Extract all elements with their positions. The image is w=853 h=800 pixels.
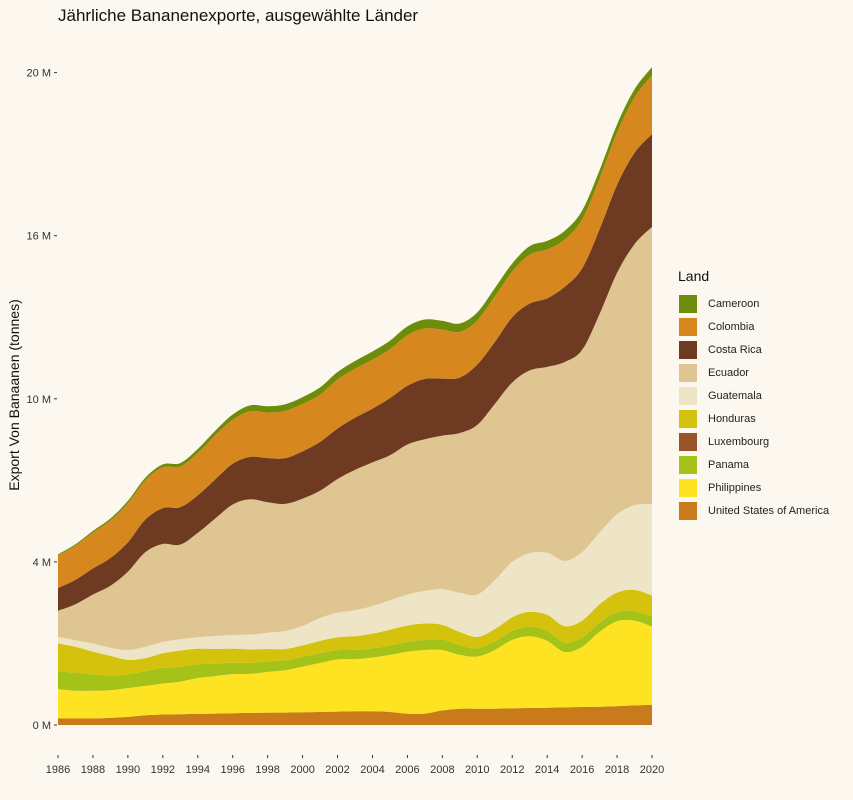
legend-swatch [678,477,698,498]
area-honduras [58,589,652,676]
y-tick-label: 4 M [33,557,51,569]
legend-item-luxembourg: Luxembourg [678,430,829,453]
legend-label: Guatemala [708,389,762,402]
legend-item-united-states-of-america: United States of America [678,499,829,522]
x-tick-label: 1986 [46,764,70,776]
legend-label: Costa Rica [708,343,762,356]
x-tick-label: 2002 [325,764,349,776]
x-tick-label: 2018 [605,764,629,776]
legend-swatch [678,500,698,521]
legend-swatch [678,385,698,406]
legend-swatch [678,454,698,475]
legend-swatch [678,293,698,314]
legend-item-honduras: Honduras [678,407,829,430]
legend-item-colombia: Colombia [678,315,829,338]
x-tick-label: 1988 [81,764,105,776]
area-philippines [58,619,652,719]
area-panama [58,610,652,691]
x-tick-label: 2016 [570,764,594,776]
area-costa-rica [58,133,652,611]
x-tick-label: 1998 [255,764,279,776]
legend-label: Colombia [708,320,755,333]
legend-item-ecuador: Ecuador [678,361,829,384]
x-tick-label: 2004 [360,764,384,776]
legend-label: United States of America [708,504,830,517]
legend-label: Philippines [708,481,762,494]
legend-label: Ecuador [708,366,749,379]
x-tick-label: 2000 [290,764,314,776]
area-colombia [58,75,652,588]
y-tick-label: 20 M [27,68,51,80]
legend-label: Cameroon [708,297,760,310]
x-tick-label: 2006 [395,764,419,776]
legend-item-costa-rica: Costa Rica [678,338,829,361]
legend-items: Cameroon Colombia Costa Rica Ecuador Guatema… [678,292,829,522]
area-guatemala [58,504,652,660]
x-tick-label: 2008 [430,764,454,776]
legend: Land Cameroon Colombia Costa Rica Ecuador Gu… [678,268,829,522]
legend-label: Honduras [708,412,756,425]
x-tick-label: 1990 [116,764,140,776]
x-tick-label: 1992 [151,764,175,776]
legend-swatch [678,339,698,360]
chart-title: Jährliche Bananenexporte, ausgewählte Lä… [58,6,419,25]
x-tick-label: 2010 [465,764,489,776]
y-tick-label: 16 M [27,231,51,243]
legend-item-panama: Panama [678,453,829,476]
x-tick-label: 2012 [500,764,524,776]
y-tick-label: 0 M [33,720,51,732]
legend-item-cameroon: Cameroon [678,292,829,315]
x-tick-label: 2020 [640,764,664,776]
area-united-states-of-america [58,704,652,725]
legend-swatch [678,408,698,429]
legend-swatch [678,362,698,383]
x-tick-label: 2014 [535,764,559,776]
legend-item-philippines: Philippines [678,476,829,499]
legend-swatch [678,316,698,337]
legend-swatch [678,431,698,452]
x-tick-label: 1994 [186,764,210,776]
y-tick-label: 10 M [27,394,51,406]
area-ecuador [58,226,652,650]
legend-label: Panama [708,458,749,471]
legend-label: Luxembourg [708,435,770,448]
legend-item-guatemala: Guatemala [678,384,829,407]
x-tick-label: 1996 [220,764,244,776]
legend-title: Land [678,268,710,284]
